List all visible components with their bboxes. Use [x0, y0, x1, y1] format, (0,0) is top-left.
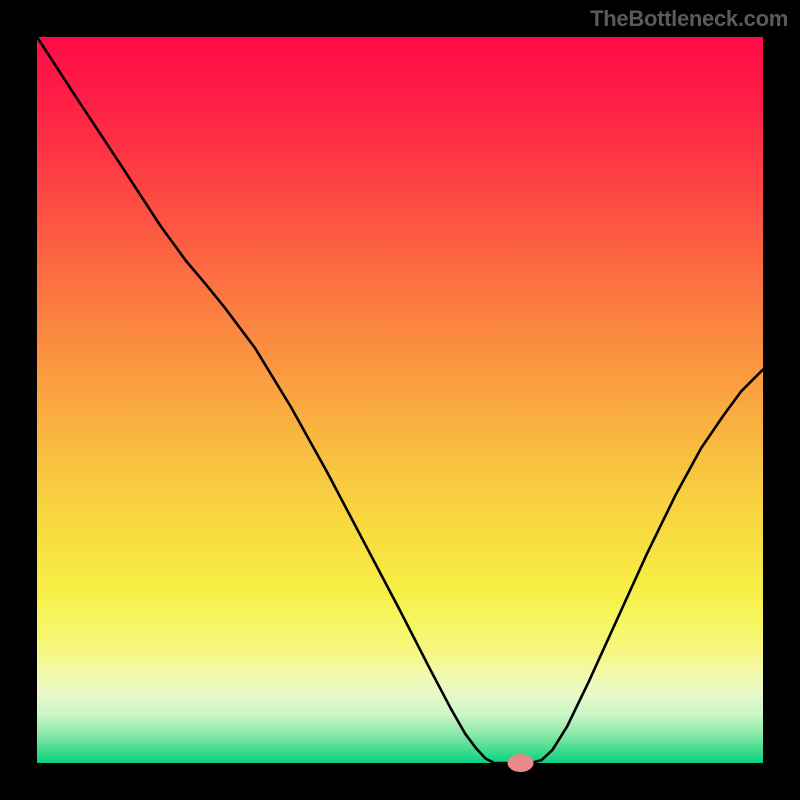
chart-svg	[0, 0, 800, 800]
plot-background	[37, 37, 763, 763]
bottleneck-chart: TheBottleneck.com	[0, 0, 800, 800]
optimal-marker	[508, 754, 534, 772]
watermark-text: TheBottleneck.com	[590, 6, 788, 32]
